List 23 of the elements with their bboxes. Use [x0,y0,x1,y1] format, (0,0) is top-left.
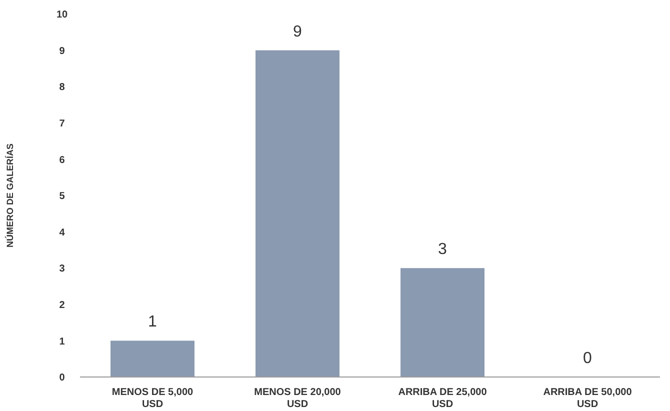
y-tick-label: 7 [59,118,66,130]
x-tick-label: ARRIBA DE 50,000 USD [543,387,632,410]
y-tick-label: 6 [59,154,66,166]
y-tick-label: 0 [59,372,66,384]
y-tick-label: 3 [59,264,66,275]
y-tick-label: 9 [59,46,66,57]
x-tick-label: MENOS DE 5,000 USD [112,387,194,410]
y-tick-label: 5 [59,191,66,202]
bar [110,340,194,377]
y-axis-title: NÚMERO DE GALERÍAS [5,143,16,248]
y-tick-label: 4 [59,227,66,238]
y-tick-label: 10 [56,10,68,21]
data-label: 3 [438,241,448,258]
data-label: 1 [148,314,158,331]
data-label: 9 [293,23,302,40]
y-tick-label: 1 [59,336,66,348]
x-tick-label: MENOS DE 20,000 USD [254,387,342,410]
bar [256,50,340,377]
y-tick-label: 8 [59,82,66,94]
bar [400,268,484,377]
data-label: 0 [583,350,592,367]
y-tick-label: 2 [59,300,66,311]
x-tick-label: ARRIBA DE 25,000 USD [398,387,488,410]
